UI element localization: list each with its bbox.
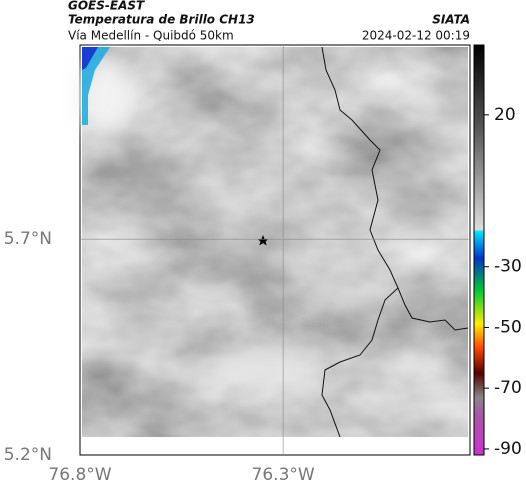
colorbar-label: -50: [494, 317, 522, 337]
colorbar-label: -30: [494, 257, 522, 277]
location-marker: [257, 235, 269, 246]
colorbar-label: -90: [494, 439, 522, 459]
region: Vía Medellín - Quibdó 50km: [68, 29, 234, 43]
border: [397, 287, 469, 331]
lon-label: 76.3°W: [252, 465, 315, 485]
lat-label: 5.2°N: [4, 445, 52, 465]
source: SIATA: [432, 13, 470, 27]
cold-core: [82, 47, 98, 70]
lon-label: 76.8°W: [48, 465, 111, 485]
lat-label: 5.7°N: [4, 229, 52, 249]
colorbar: [473, 44, 485, 456]
title: GOES-EAST: [68, 0, 145, 13]
cold-top: [82, 47, 110, 125]
map: [77, 44, 471, 456]
colorbar-label: 20: [494, 105, 516, 125]
subtitle: Temperatura de Brillo CH13: [68, 13, 255, 27]
datetime: 2024-02-12 00:19: [362, 29, 470, 43]
colorbar-label: -70: [494, 378, 522, 398]
border: [321, 46, 399, 438]
